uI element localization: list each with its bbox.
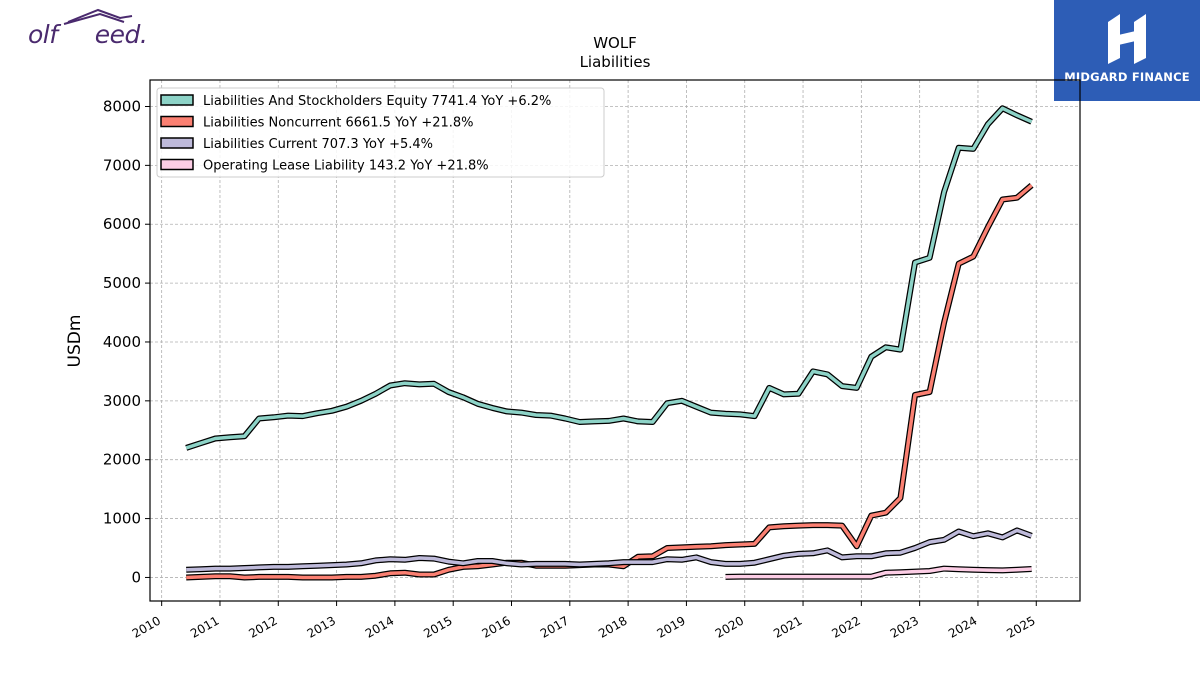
- x-tick-label: 2024: [946, 613, 979, 640]
- x-tick-label: 2020: [713, 613, 746, 640]
- brand-logo-left: olf eed.: [28, 4, 158, 50]
- series-3: [725, 565, 1032, 580]
- x-axis: 2010 2011 2012 2013 2014 2015 2016 2017 2018 2019…: [130, 601, 1038, 641]
- legend-swatch: [160, 158, 194, 171]
- series-line: [725, 566, 1032, 579]
- brand-logo-left-text: olf eed.: [28, 20, 148, 49]
- y-tick-label: 4000: [103, 333, 141, 351]
- series-layer: [185, 105, 1034, 581]
- chart-subtitle: Liabilities: [580, 53, 651, 71]
- y-tick-label: 3000: [103, 392, 141, 410]
- y-tick-label: 7000: [103, 156, 141, 174]
- series-2: [186, 527, 1033, 573]
- x-tick-label: 2014: [363, 613, 396, 640]
- legend-label: Liabilities And Stockholders Equity 7741…: [203, 94, 551, 109]
- x-tick-label: 2012: [246, 613, 279, 640]
- legend-label: Operating Lease Liability 143.2 YoY +21.…: [203, 159, 489, 174]
- y-tick-label: 0: [131, 568, 141, 586]
- series-line: [185, 106, 1033, 450]
- x-tick-label: 2022: [829, 613, 862, 640]
- y-tick-label: 8000: [103, 97, 141, 115]
- plot-frame: [149, 79, 1081, 602]
- series-line-outline: [186, 183, 1034, 581]
- series-1: [186, 183, 1034, 581]
- y-tick-label: 5000: [103, 274, 141, 292]
- y-axis: 0 1000 2000 3000 4000 5000 6000 7000 8000: [103, 97, 150, 586]
- x-tick-label: 2016: [480, 613, 513, 640]
- x-tick-label: 2025: [1004, 613, 1037, 640]
- x-tick-label: 2015: [421, 613, 454, 640]
- x-tick-label: 2013: [305, 613, 338, 640]
- legend-swatch: [160, 137, 194, 149]
- x-tick-label: 2011: [188, 613, 221, 640]
- legend-label: Liabilities Noncurrent 6661.5 YoY +21.8%: [203, 116, 474, 131]
- midgard-emblem-icon: [1108, 14, 1146, 64]
- legend-label: Liabilities Current 707.3 YoY +5.4%: [203, 137, 433, 152]
- y-tick-label: 1000: [103, 510, 141, 528]
- x-tick-label: 2023: [888, 613, 921, 640]
- legend-box: [156, 87, 605, 178]
- x-tick-label: 2021: [771, 613, 804, 640]
- chart-title: WOLF: [593, 34, 637, 52]
- x-tick-label: 2018: [596, 613, 629, 640]
- y-tick-label: 2000: [103, 451, 141, 469]
- series-0: [185, 105, 1033, 451]
- series-line: [186, 183, 1033, 580]
- legend-swatch: [160, 115, 194, 128]
- y-axis-label: USDm: [65, 315, 85, 368]
- series-line: [186, 528, 1033, 572]
- y-tick-label: 6000: [103, 215, 141, 233]
- legend-swatch: [160, 94, 194, 106]
- x-tick-label: 2019: [654, 613, 687, 640]
- x-tick-label: 2017: [538, 613, 571, 640]
- arrow-swoosh-icon: [63, 8, 133, 25]
- brand-logo-right: MIDGARD FINANCE: [1054, 0, 1200, 101]
- brand-logo-right-text: MIDGARD FINANCE: [1064, 70, 1190, 84]
- x-tick-label: 2010: [130, 613, 163, 640]
- legend: Liabilities And Stockholders Equity 7741…: [156, 87, 605, 178]
